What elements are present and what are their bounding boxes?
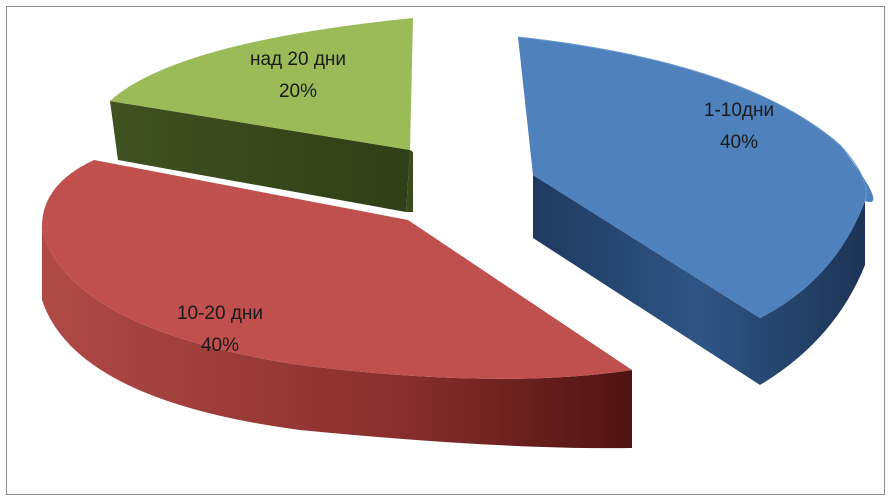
- slice-labels: 1-10дни 40% 10-20 дни 40% над 20 дни 20%: [177, 49, 774, 356]
- slice-10-20-days-top: [41, 160, 632, 379]
- slice-1-10-days-top: [518, 37, 874, 318]
- slice-category-label: 10-20 дни: [177, 303, 263, 324]
- slice-over-20-days-side: [110, 101, 410, 212]
- slice-category-label: над 20 дни: [250, 49, 346, 70]
- slice-percent-label: 20%: [279, 81, 317, 102]
- slice-percent-label: 40%: [201, 335, 239, 356]
- slice-10-20-days: [41, 160, 632, 449]
- slice-category-label: 1-10дни: [704, 100, 774, 121]
- slice-1-10-days-rim: [517, 36, 867, 202]
- slice-1-10-days-side: [533, 175, 865, 385]
- slice-over-20-days-edge: [406, 150, 413, 212]
- slice-percent-label: 40%: [720, 132, 758, 153]
- slice-over-20-days-top: [110, 18, 413, 150]
- slice-1-10-days: [517, 36, 874, 385]
- slice-10-20-days-side: [42, 230, 632, 449]
- slice-over-20-days: [110, 18, 413, 212]
